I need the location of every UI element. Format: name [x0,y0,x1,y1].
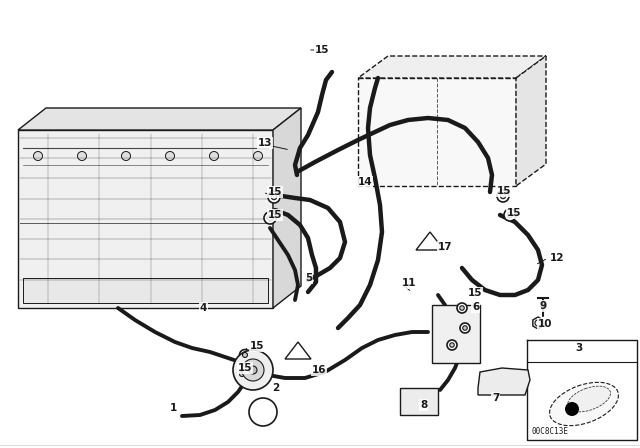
Text: 16: 16 [312,365,326,375]
Circle shape [463,326,467,330]
Text: 5: 5 [305,273,312,283]
Circle shape [565,402,579,416]
Circle shape [504,209,516,221]
Circle shape [239,349,250,361]
Circle shape [166,151,175,160]
Circle shape [508,212,513,218]
Circle shape [271,194,276,200]
Text: 2: 2 [272,383,279,393]
Text: 10: 10 [538,319,552,329]
Circle shape [460,323,470,333]
Text: 1: 1 [170,403,177,413]
Text: 15: 15 [497,186,511,196]
Polygon shape [533,317,543,329]
Circle shape [460,306,464,310]
Circle shape [447,340,457,350]
Text: 8: 8 [420,400,428,410]
Ellipse shape [568,386,611,412]
Circle shape [122,151,131,160]
Polygon shape [18,108,301,130]
Text: 4: 4 [200,303,207,313]
Text: 15: 15 [507,208,522,218]
Circle shape [233,350,273,390]
Polygon shape [416,232,444,250]
Text: 00C8C13E: 00C8C13E [531,427,568,436]
Polygon shape [358,56,546,78]
Circle shape [450,343,454,347]
Text: !: ! [428,241,432,250]
Circle shape [242,359,264,381]
Circle shape [268,215,273,221]
Polygon shape [400,388,438,415]
Circle shape [268,191,280,203]
Polygon shape [516,56,546,186]
Polygon shape [23,278,268,303]
Circle shape [209,151,218,160]
Text: 7: 7 [492,393,499,403]
Circle shape [249,366,257,374]
Text: 15: 15 [250,341,264,351]
Polygon shape [18,130,273,308]
Polygon shape [432,305,480,363]
Text: 15: 15 [468,288,483,298]
Text: 13: 13 [258,138,273,148]
Circle shape [243,353,248,358]
Circle shape [239,371,244,376]
Polygon shape [285,342,311,359]
Polygon shape [358,78,516,186]
Circle shape [33,151,42,160]
Circle shape [535,320,541,326]
Text: 14: 14 [358,177,372,187]
Circle shape [237,369,248,379]
Polygon shape [273,108,301,308]
Polygon shape [478,368,530,395]
Text: 12: 12 [550,253,564,263]
Circle shape [264,212,276,224]
Circle shape [77,151,86,160]
Circle shape [497,190,509,202]
Text: 15: 15 [315,45,329,55]
Text: 15: 15 [268,210,282,220]
Circle shape [253,151,262,160]
Ellipse shape [550,382,618,426]
Text: 3: 3 [575,343,582,353]
Circle shape [249,398,277,426]
Text: 17: 17 [438,242,452,252]
Circle shape [500,193,506,199]
Text: 11: 11 [402,278,417,288]
Circle shape [457,303,467,313]
Text: 6: 6 [472,302,479,312]
Text: 15: 15 [238,363,253,373]
Text: 15: 15 [268,187,282,197]
Text: 9: 9 [540,301,547,311]
